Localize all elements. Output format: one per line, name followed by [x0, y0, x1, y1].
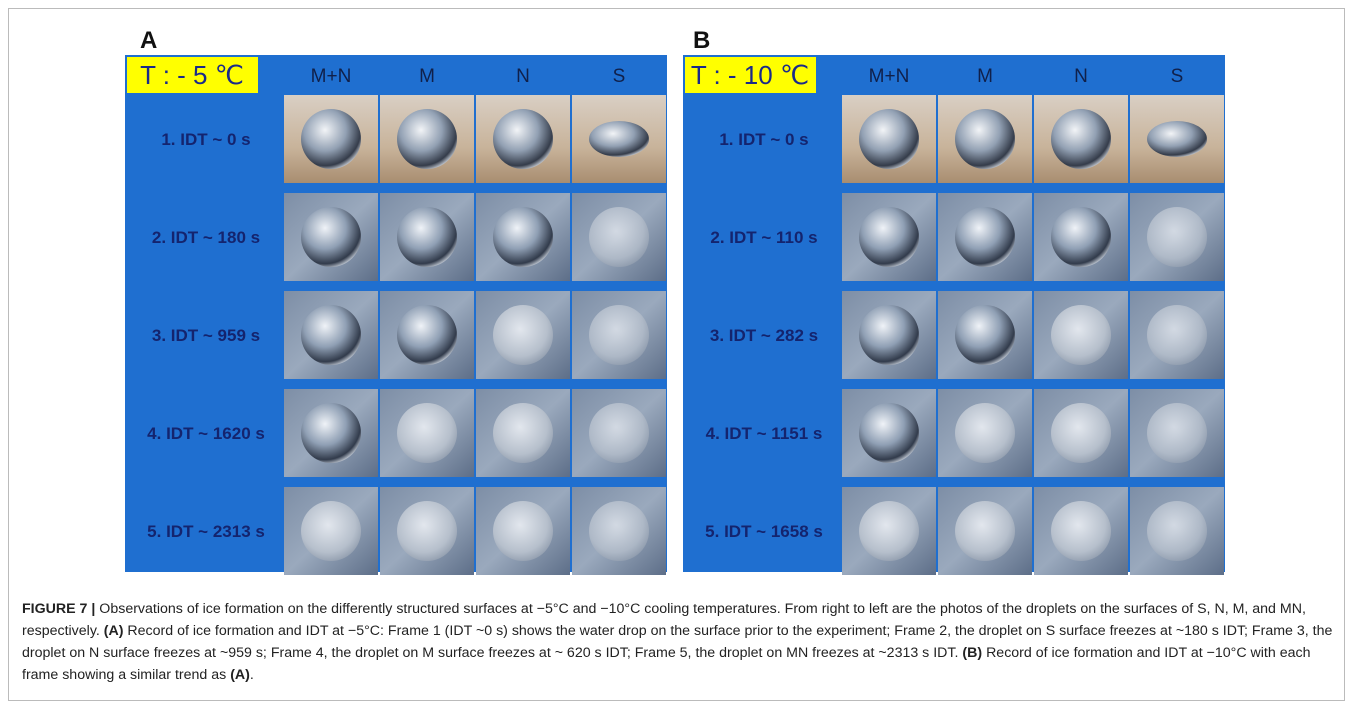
page: A T : - 5 ℃ M+N M N S 1. IDT ~ 0 s 2. IDT ~ 180… [0, 0, 1355, 709]
droplet [1051, 109, 1111, 169]
droplet [859, 305, 919, 365]
droplet [493, 207, 553, 267]
droplet [859, 501, 919, 561]
droplet [397, 207, 457, 267]
droplet [589, 305, 649, 365]
droplet [301, 109, 361, 169]
column-header: N [516, 66, 530, 87]
droplet [955, 403, 1015, 463]
column-header: M [419, 66, 435, 87]
row-label: 2. IDT ~ 110 s [710, 228, 817, 247]
temperature-label: T : - 10 ℃ [691, 60, 809, 90]
droplet [301, 501, 361, 561]
droplet [859, 207, 919, 267]
droplet [589, 501, 649, 561]
droplet [859, 403, 919, 463]
column-header: M [977, 66, 993, 87]
droplet [859, 109, 919, 169]
caption-ref: (A) [230, 667, 250, 683]
droplet [493, 305, 553, 365]
row-label: 4. IDT ~ 1620 s [147, 424, 265, 443]
row-label: 3. IDT ~ 959 s [152, 326, 260, 345]
caption-ref: (B) [962, 645, 982, 661]
droplet [1051, 207, 1111, 267]
caption: FIGURE 7 | Observations of ice formation… [22, 598, 1337, 686]
column-header: S [1171, 66, 1184, 87]
droplet [955, 109, 1015, 169]
row-label: 1. IDT ~ 0 s [161, 130, 250, 149]
droplet [1147, 207, 1207, 267]
droplet [397, 501, 457, 561]
droplet [397, 305, 457, 365]
droplet [1147, 121, 1207, 157]
droplet [397, 403, 457, 463]
column-header: M+N [311, 66, 352, 87]
droplet [1147, 403, 1207, 463]
row-label: 2. IDT ~ 180 s [152, 228, 260, 247]
droplet [301, 403, 361, 463]
droplet [301, 305, 361, 365]
droplet [1051, 403, 1111, 463]
column-header: N [1074, 66, 1088, 87]
column-header: S [613, 66, 626, 87]
row-label: 4. IDT ~ 1151 s [706, 424, 823, 443]
droplet [589, 207, 649, 267]
column-header: M+N [869, 66, 910, 87]
figure: A T : - 5 ℃ M+N M N S 1. IDT ~ 0 s 2. IDT ~ 180… [0, 0, 1355, 590]
droplet [955, 305, 1015, 365]
droplet [589, 121, 649, 157]
droplet [493, 403, 553, 463]
row-label: 5. IDT ~ 2313 s [147, 522, 265, 541]
droplet [1051, 501, 1111, 561]
droplet [1147, 305, 1207, 365]
row-label: 1. IDT ~ 0 s [719, 130, 808, 149]
droplet [955, 501, 1015, 561]
panel-label: B [693, 27, 710, 54]
droplet [493, 109, 553, 169]
droplet [589, 403, 649, 463]
droplet [1051, 305, 1111, 365]
droplet [493, 501, 553, 561]
droplet [301, 207, 361, 267]
droplet [955, 207, 1015, 267]
caption-text: . [250, 667, 254, 683]
caption-label: FIGURE 7 | [22, 601, 95, 617]
temperature-label: T : - 5 ℃ [140, 60, 244, 90]
droplet [397, 109, 457, 169]
row-label: 5. IDT ~ 1658 s [705, 522, 823, 541]
panel-label: A [140, 27, 157, 54]
caption-ref: (A) [104, 623, 124, 639]
droplet [1147, 501, 1207, 561]
row-label: 3. IDT ~ 282 s [710, 326, 818, 345]
